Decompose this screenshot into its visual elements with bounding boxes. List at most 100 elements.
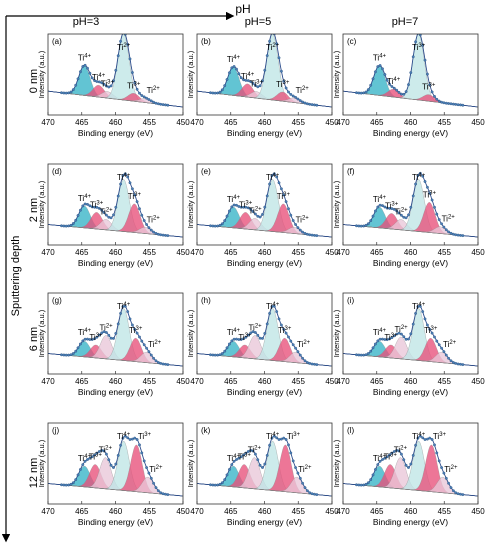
x-tick-label: 460 bbox=[258, 507, 272, 516]
data-point bbox=[242, 337, 246, 341]
data-point bbox=[237, 456, 241, 460]
data-point bbox=[397, 211, 401, 215]
data-point bbox=[303, 101, 307, 105]
data-point bbox=[97, 80, 101, 84]
data-point bbox=[227, 342, 231, 346]
data-point bbox=[315, 234, 319, 238]
data-point bbox=[357, 483, 361, 487]
peak-annotation-2: Ti2+ bbox=[248, 323, 262, 332]
data-point bbox=[230, 463, 234, 467]
data-point bbox=[308, 102, 312, 106]
data-point bbox=[294, 96, 298, 99]
data-point bbox=[369, 349, 373, 353]
x-tick-label: 470 bbox=[336, 118, 350, 127]
data-point bbox=[355, 483, 358, 487]
data-point bbox=[116, 54, 120, 58]
data-point bbox=[166, 493, 170, 497]
data-point bbox=[227, 209, 231, 213]
panel-label: (g) bbox=[52, 296, 62, 305]
data-point bbox=[156, 102, 160, 106]
peak-annotation-5: Ti2+ bbox=[443, 340, 457, 349]
data-point bbox=[145, 346, 149, 350]
x-tick-label: 470 bbox=[41, 248, 55, 257]
data-point bbox=[235, 203, 238, 207]
xps-panel-g: 470 465 460 455 450 Binding energy (eV) Intens… bbox=[37, 292, 190, 397]
data-point bbox=[451, 361, 455, 364]
x-tick-label: 470 bbox=[190, 377, 204, 386]
peak-annotation-2: Ti2+ bbox=[248, 206, 262, 215]
x-tick-label: 450 bbox=[325, 248, 339, 257]
x-tick-label: 470 bbox=[41, 118, 55, 127]
data-point bbox=[369, 83, 373, 87]
data-point bbox=[211, 224, 215, 228]
peak-annotation-0: Ti4+ bbox=[373, 54, 387, 63]
data-point bbox=[418, 434, 422, 438]
data-point bbox=[135, 438, 139, 441]
peak-annotation-5: Ti2+ bbox=[296, 215, 310, 224]
data-point bbox=[142, 459, 146, 463]
x-tick-label: 465 bbox=[224, 248, 238, 257]
data-point bbox=[310, 233, 314, 237]
x-tick-label: 460 bbox=[404, 377, 418, 386]
data-point bbox=[430, 438, 434, 441]
data-point bbox=[435, 212, 439, 216]
data-point bbox=[268, 311, 272, 315]
data-point bbox=[209, 91, 212, 95]
peak-annotation-2: Ti2+ bbox=[99, 446, 113, 455]
peak-annotation-1: Ti3+ bbox=[238, 333, 252, 342]
peak-annotation-3: Ti2+ bbox=[266, 43, 280, 52]
data-point bbox=[451, 232, 455, 236]
data-point bbox=[265, 322, 269, 326]
data-point bbox=[289, 93, 293, 96]
data-point bbox=[261, 336, 264, 340]
data-point bbox=[128, 317, 132, 321]
data-point bbox=[114, 205, 118, 209]
data-point bbox=[211, 91, 215, 95]
data-point bbox=[381, 458, 384, 461]
data-point bbox=[60, 353, 63, 357]
peak-annotation-5: Ti2+ bbox=[296, 86, 310, 95]
y-axis-label: Intensity (a.u.) bbox=[37, 439, 46, 487]
data-point bbox=[268, 39, 272, 43]
data-point bbox=[301, 356, 305, 360]
data-point bbox=[74, 83, 78, 87]
data-point bbox=[433, 95, 436, 98]
data-point bbox=[277, 181, 281, 185]
peak-annotation-3: Ti4+ bbox=[117, 302, 131, 311]
data-point bbox=[209, 224, 212, 228]
data-point bbox=[275, 42, 279, 46]
x-tick-label: 470 bbox=[336, 377, 350, 386]
data-point bbox=[128, 181, 132, 185]
data-point bbox=[447, 102, 451, 105]
data-point bbox=[142, 219, 146, 222]
data-point bbox=[102, 330, 106, 334]
data-point bbox=[397, 331, 401, 335]
x-tick-label: 450 bbox=[471, 118, 485, 127]
peak-annotation-2: Ti3+ bbox=[101, 80, 115, 89]
data-point bbox=[357, 91, 361, 95]
data-point bbox=[126, 310, 130, 314]
peak-annotation-4: Ti3+ bbox=[433, 432, 447, 441]
data-point bbox=[147, 226, 151, 230]
peak-annotation-5: Ti2+ bbox=[148, 340, 162, 349]
y-axis-label: Intensity (a.u.) bbox=[332, 309, 341, 357]
data-point bbox=[305, 232, 309, 236]
data-point bbox=[130, 71, 134, 74]
data-point bbox=[433, 335, 436, 339]
data-point bbox=[145, 223, 149, 226]
x-tick-label: 470 bbox=[41, 507, 55, 516]
data-point bbox=[437, 343, 441, 347]
panel-label: (c) bbox=[347, 37, 357, 46]
x-axis-label: Binding energy (eV) bbox=[78, 128, 153, 138]
data-point bbox=[88, 71, 92, 75]
data-point bbox=[407, 83, 410, 86]
data-point bbox=[402, 335, 406, 339]
data-point bbox=[265, 453, 269, 457]
data-point bbox=[291, 94, 295, 98]
data-point bbox=[116, 194, 120, 198]
data-point bbox=[60, 224, 63, 228]
data-point bbox=[64, 353, 68, 357]
data-point bbox=[284, 200, 288, 204]
data-point bbox=[315, 493, 319, 497]
peak-annotation-0: Ti4+ bbox=[78, 328, 92, 337]
